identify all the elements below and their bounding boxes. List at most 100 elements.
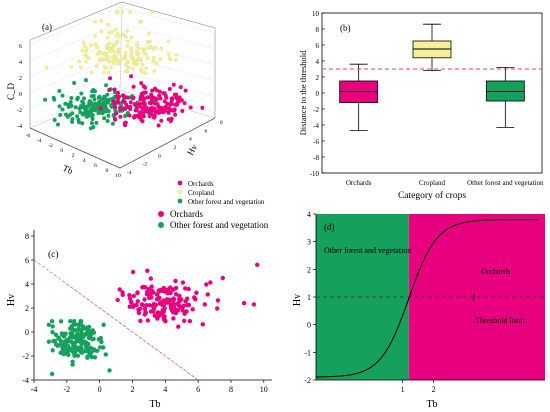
data-point-a: [51, 95, 56, 100]
data-point-c: [173, 292, 179, 297]
data-point-c: [84, 345, 89, 350]
x-tick-label-c: 10: [260, 385, 268, 394]
data-point-c: [176, 324, 181, 329]
data-point-a: [88, 126, 93, 131]
data-point-a: [77, 106, 82, 111]
data-point-a: [179, 98, 184, 103]
data-point-a: [79, 91, 84, 96]
data-point-c: [171, 316, 176, 321]
data-point-a: [76, 117, 81, 122]
data-point-a: [180, 109, 185, 113]
data-point-a: [56, 122, 60, 127]
z-grid-line-a: [119, 6, 216, 34]
data-point-a: [105, 44, 109, 49]
data-point-c: [182, 311, 187, 316]
sigmoid-curve-d: [316, 219, 539, 378]
y-tick-label-d: 1: [307, 293, 311, 302]
data-point-a: [141, 97, 146, 102]
data-point-a: [174, 92, 179, 97]
y-tick-label-d: 4: [307, 210, 311, 219]
data-point-c: [155, 316, 160, 321]
data-point-c: [152, 313, 158, 318]
data-point-c: [78, 320, 84, 325]
data-point-a: [142, 101, 147, 106]
data-point-c: [62, 332, 68, 337]
y-tick-label-b: 8: [316, 26, 320, 34]
data-point-c: [131, 303, 136, 308]
data-point-a: [60, 93, 65, 98]
data-point-c: [145, 318, 150, 323]
x-tick-label-a: 2: [72, 153, 75, 159]
data-point-a: [121, 93, 126, 98]
data-point-a: [182, 101, 187, 106]
x-tick-label-b: Other forest and vegetation: [467, 179, 544, 187]
data-point-c: [149, 295, 154, 300]
data-point-a: [138, 101, 143, 106]
annotation-orchards-d: Orchards: [481, 267, 510, 276]
legend-c-orchards-marker: [158, 211, 164, 217]
data-point-c: [127, 296, 133, 301]
data-point-c: [51, 339, 56, 344]
y-tick-label-d: 2: [307, 265, 311, 274]
data-point-a: [151, 59, 156, 64]
data-point-a: [88, 43, 93, 47]
data-point-a: [125, 28, 130, 33]
data-point-a: [140, 70, 145, 74]
data-point-c: [87, 333, 93, 339]
x-tick-label-c: 2: [130, 385, 134, 394]
data-point-a: [153, 86, 158, 91]
data-point-a: [166, 110, 171, 115]
data-point-c: [158, 287, 163, 293]
data-point-a: [68, 112, 73, 117]
boundary-line-c: [66, 283, 199, 381]
y-tick-label-c: 2: [25, 304, 29, 313]
data-point-a: [75, 114, 80, 119]
data-point-a: [104, 52, 108, 57]
legend-c: Orchards Other forest and vegetation: [158, 209, 269, 230]
data-point-c: [172, 305, 177, 310]
z-grid-line-a: [29, 70, 121, 110]
data-point-a: [174, 52, 179, 57]
data-point-a: [116, 100, 121, 104]
data-point-c: [164, 297, 170, 302]
data-point-c: [173, 278, 178, 284]
data-point-c: [117, 287, 122, 292]
data-point-a: [120, 10, 125, 14]
data-point-a: [119, 56, 124, 61]
data-point-c: [177, 299, 182, 304]
y-tick-label-b: -8: [313, 154, 319, 162]
data-point-c: [131, 293, 136, 299]
legend-a-forest-label: Other forest and vegetation: [188, 198, 265, 206]
data-point-a: [128, 107, 133, 112]
data-point-a: [152, 115, 157, 120]
y-tick-label-b: -2: [313, 106, 319, 114]
annotation-forest-d: Other forest and vegetation: [324, 246, 411, 255]
data-point-c: [183, 299, 188, 304]
y-axis-label-b: Distance to the threshold: [298, 50, 308, 135]
data-point-c: [73, 345, 79, 350]
data-point-a: [82, 104, 87, 109]
data-point-c: [170, 298, 176, 303]
legend-c-forest-marker: [158, 222, 164, 228]
data-point-a: [108, 49, 112, 54]
data-point-c: [180, 308, 185, 313]
data-point-c: [192, 295, 197, 300]
data-point-c: [46, 339, 52, 344]
data-point-a: [159, 118, 164, 123]
data-point-a: [158, 57, 163, 62]
data-point-c: [181, 303, 186, 308]
data-point-c: [251, 302, 257, 307]
data-point-a: [93, 34, 98, 38]
data-point-a: [113, 117, 118, 122]
data-point-a: [80, 121, 85, 126]
data-point-a: [123, 114, 128, 118]
x-tick-label-c: 0: [98, 385, 102, 394]
data-point-a: [149, 92, 154, 97]
data-point-a: [114, 34, 119, 38]
z-tick-label-a: 2: [19, 76, 22, 82]
data-point-c: [155, 292, 160, 297]
data-point-c: [50, 324, 55, 329]
data-point-a: [121, 32, 126, 37]
data-point-c: [86, 341, 91, 347]
data-point-a: [143, 47, 148, 52]
